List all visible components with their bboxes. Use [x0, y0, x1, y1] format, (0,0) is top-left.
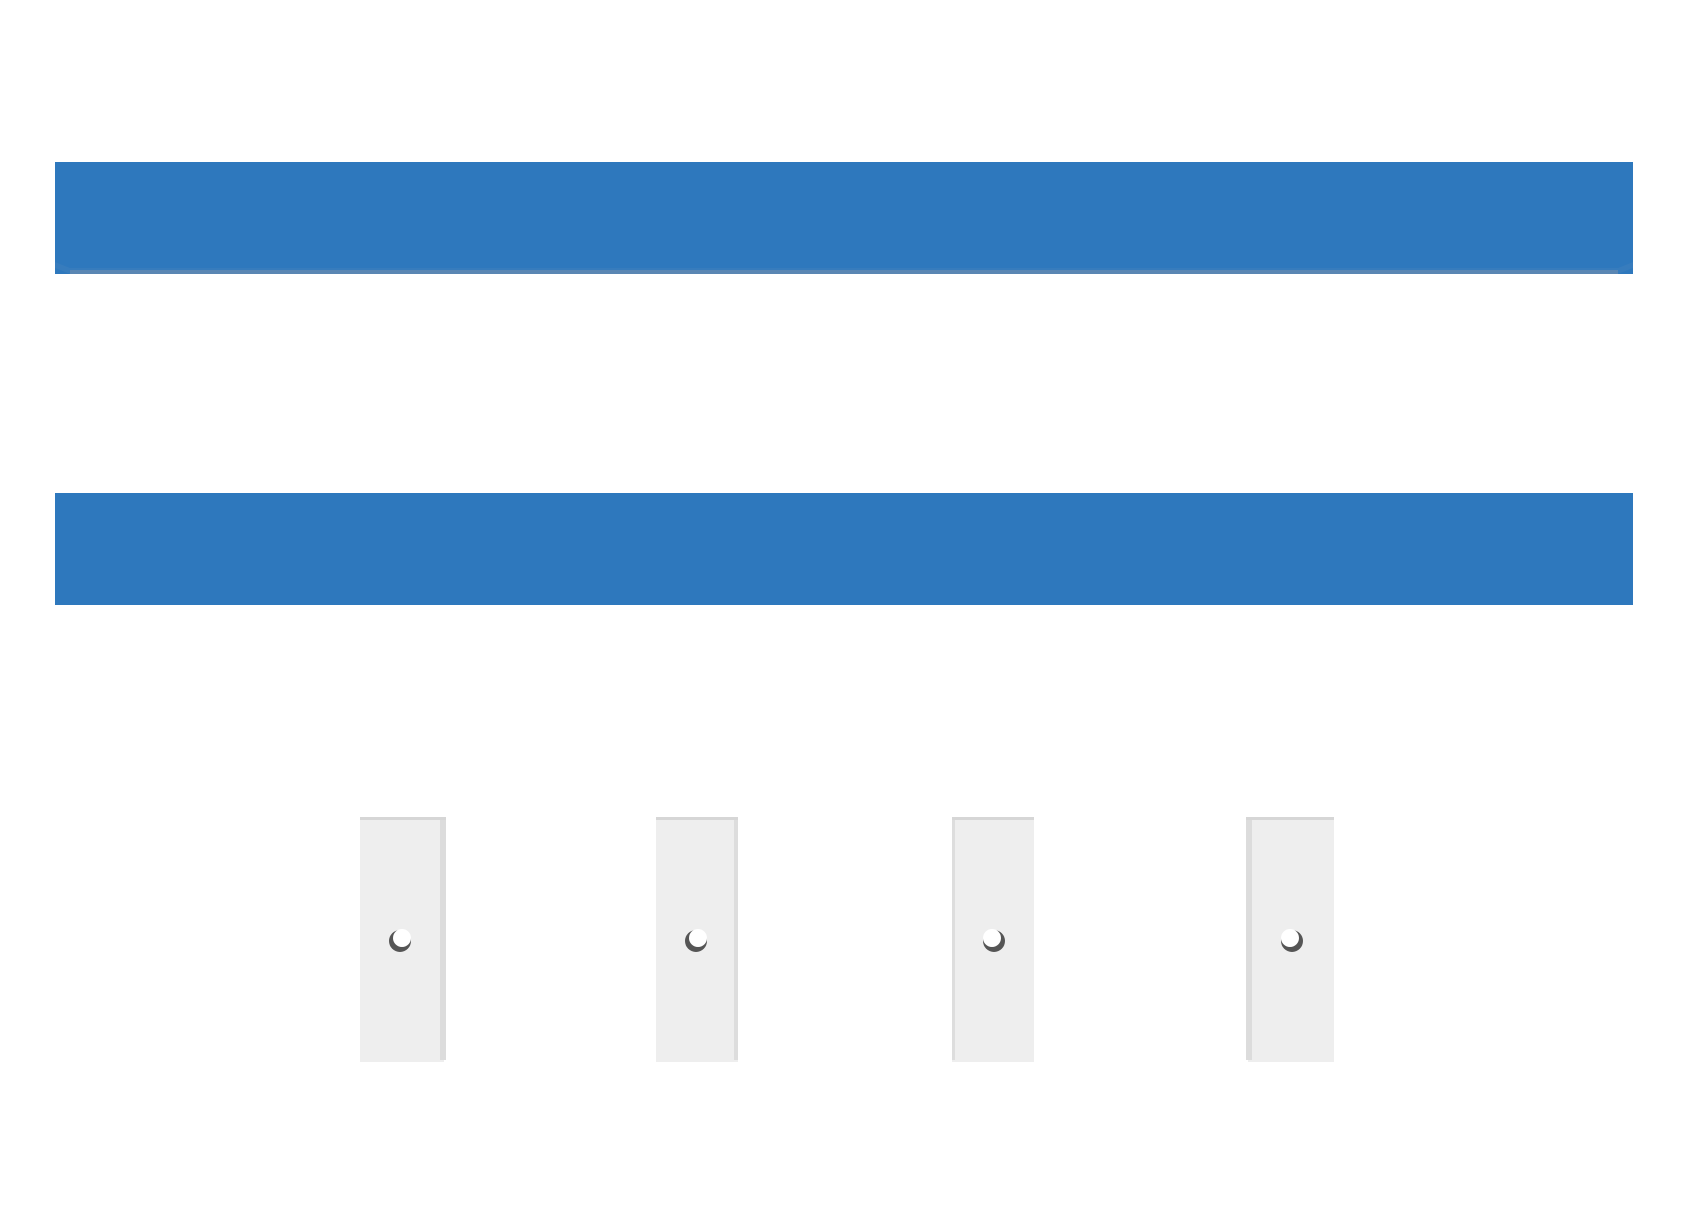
mounting-bracket-4 — [1246, 817, 1334, 1062]
blue-rail-bottom — [55, 493, 1633, 605]
mounting-bracket-1 — [360, 817, 448, 1062]
blue-rail-top — [55, 162, 1633, 274]
mounting-bracket-3 — [952, 817, 1040, 1062]
mounting-bracket-2 — [656, 817, 744, 1062]
